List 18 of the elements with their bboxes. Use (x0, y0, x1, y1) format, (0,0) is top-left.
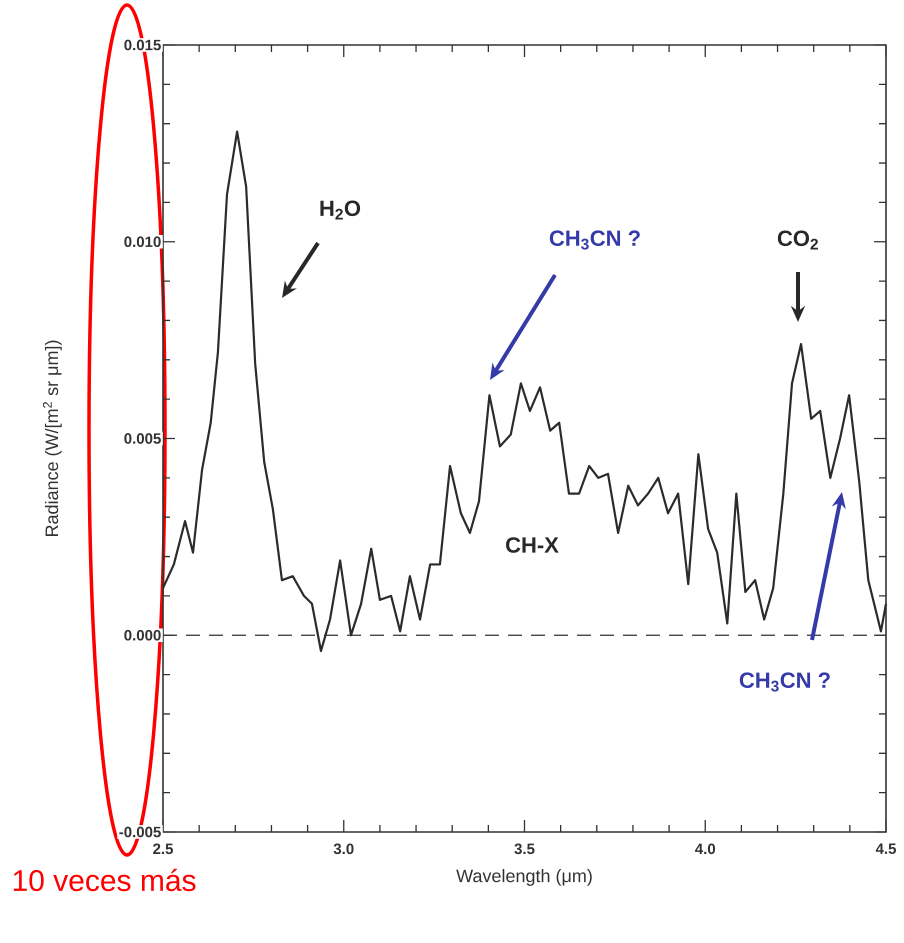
x-tick-label: 3.0 (334, 844, 354, 854)
x-tick-label: 4.5 (876, 844, 896, 854)
annotation: CO$_{2}$ (778, 230, 818, 250)
y-tick-label: 0.005 (124, 433, 161, 444)
y-tick-label: -0.005 (119, 826, 161, 838)
x-tick-label: 2.5 (153, 844, 174, 854)
text: 10 veces más (14, 868, 196, 892)
annotation: CH$_{3}$CN ? (550, 230, 640, 250)
y-tick-label: 0.015 (124, 40, 161, 50)
annotation: CH-X (506, 537, 559, 553)
x-tick-label: 3.5 (514, 844, 534, 854)
y-tick-label: 0.010 (124, 236, 161, 248)
x-tick-label: 4.0 (695, 844, 716, 854)
x-axis-title: Wavelength (μm) (456, 869, 592, 886)
annotation: H$_{2}$O (320, 200, 360, 220)
y-axis-title: Radiance (W/[m$^{2}$ sr μm]) (42, 340, 62, 536)
annotation: CH$_{3}$CN ? (740, 672, 830, 692)
y-tick-label: 0.000 (124, 630, 161, 641)
